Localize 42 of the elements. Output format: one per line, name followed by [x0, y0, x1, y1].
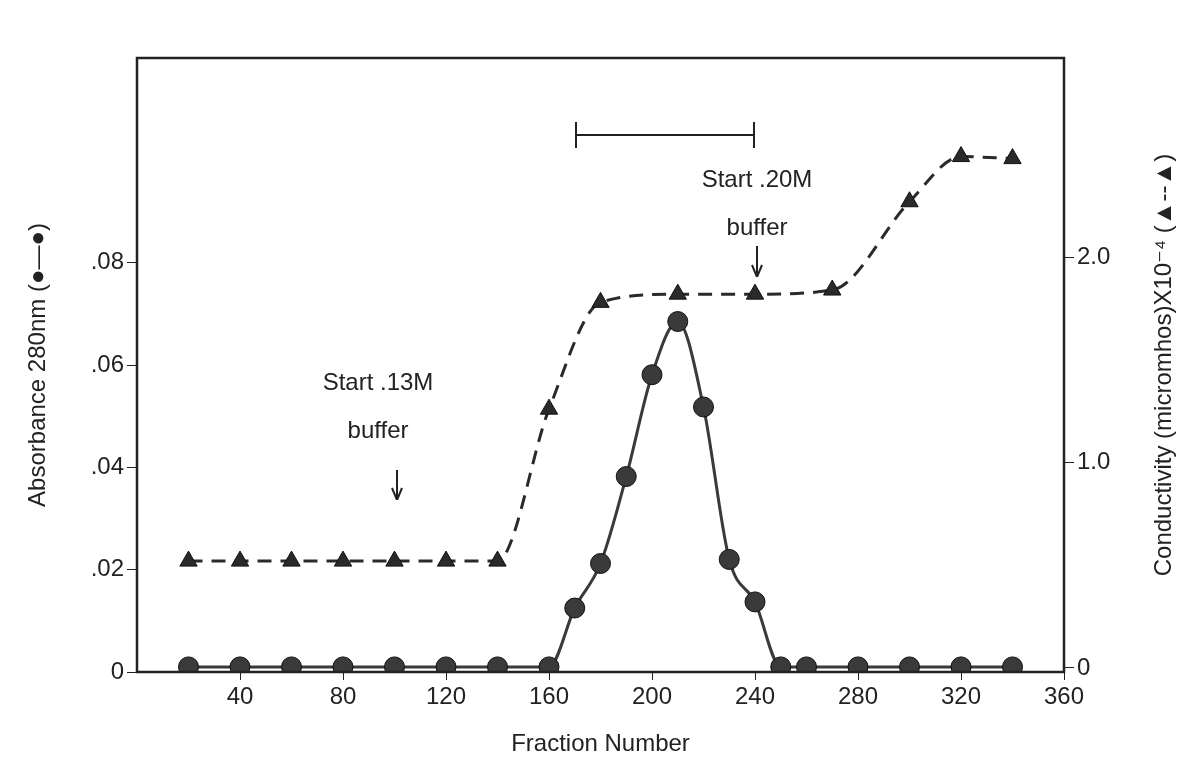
- point: [591, 291, 610, 308]
- point: [823, 279, 842, 296]
- y-axis-title: Absorbance 280nm (●—●): [22, 223, 50, 507]
- x-axis-title: Fraction Number: [511, 728, 690, 756]
- point: [745, 283, 765, 300]
- x-tick-label: 120: [425, 682, 467, 710]
- x-tick-label: 40: [226, 682, 254, 710]
- y-tick-label: .06: [90, 349, 124, 377]
- y2-tick-label: 0: [1077, 652, 1091, 680]
- point: [385, 550, 404, 567]
- x-tick-label: 80: [329, 682, 357, 710]
- y-tick-label: .02: [90, 554, 124, 582]
- point: [718, 548, 740, 570]
- annotation: Start .13M buffer: [322, 367, 434, 443]
- x-tick-label: 360: [1043, 682, 1085, 710]
- x-tick-label: 200: [631, 682, 673, 710]
- y2-tick-label: 2.0: [1077, 241, 1111, 269]
- point: [641, 364, 663, 386]
- x-tick-label: 240: [734, 682, 776, 710]
- point: [693, 396, 714, 418]
- point: [900, 191, 919, 208]
- point: [539, 398, 559, 415]
- x-tick-label: 160: [528, 682, 570, 710]
- point: [667, 311, 689, 333]
- point: [668, 283, 687, 300]
- point: [1003, 148, 1022, 165]
- point: [179, 550, 198, 567]
- y-tick-label: .04: [90, 451, 124, 479]
- point: [282, 550, 301, 567]
- y-tick-label: .08: [90, 247, 124, 275]
- y-tick-label: 0: [110, 656, 124, 684]
- point: [230, 550, 250, 567]
- annotation: Start .20M buffer: [701, 164, 813, 240]
- point: [951, 146, 971, 163]
- point: [488, 550, 507, 567]
- point: [615, 466, 637, 488]
- x-tick-label: 320: [940, 682, 982, 710]
- x-tick-label: 280: [837, 682, 879, 710]
- y2-axis-title: Conductivity (micromhos)X10⁻⁴ (▲--▲): [1148, 153, 1176, 577]
- point: [333, 550, 353, 567]
- y2-tick-label: 1.0: [1077, 447, 1111, 475]
- point: [436, 550, 456, 567]
